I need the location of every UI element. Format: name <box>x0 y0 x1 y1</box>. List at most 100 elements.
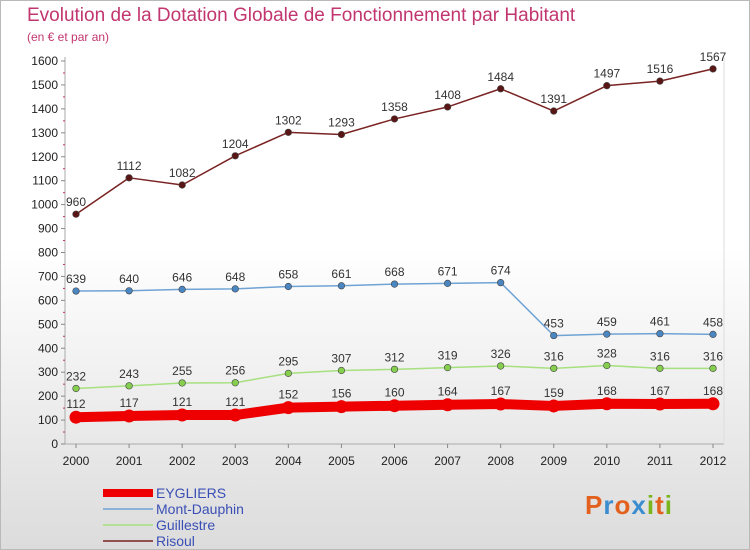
eygliers-point <box>494 397 508 411</box>
eygliers-point <box>122 409 136 423</box>
eygliers-point <box>334 400 348 414</box>
mont-dauphin-data-label: 458 <box>703 315 723 329</box>
guillestre-point <box>178 379 186 387</box>
eygliers-point <box>653 397 667 411</box>
guillestre-point <box>603 361 611 370</box>
risoul-data-label: 1358 <box>381 100 408 114</box>
y-tick-label: 500 <box>38 317 58 331</box>
x-tick-label: 2007 <box>434 454 461 468</box>
logo-letter: r <box>603 490 615 520</box>
guillestre-data-label: 256 <box>225 364 245 378</box>
x-tick-label: 2006 <box>381 454 408 468</box>
risoul-point <box>550 107 558 115</box>
mont-dauphin-data-label: 648 <box>225 270 245 284</box>
guillestre-data-label: 319 <box>438 349 458 363</box>
risoul-data-label: 1567 <box>700 50 727 64</box>
y-tick-label: 1200 <box>31 150 58 164</box>
mont-dauphin-point <box>390 280 399 288</box>
y-tick-label: 0 <box>51 437 58 451</box>
y-tick-label: 600 <box>38 293 58 307</box>
mont-dauphin-point <box>497 279 505 287</box>
risoul-data-label: 1484 <box>487 70 514 84</box>
x-tick-label: 2011 <box>647 454 673 468</box>
x-tick-label: 2010 <box>593 454 620 468</box>
mont-dauphin-point <box>550 331 558 340</box>
y-tick-label: 400 <box>38 341 58 355</box>
logo-letter: i <box>664 490 673 520</box>
chart-title: Evolution de la Dotation Globale de Fonc… <box>27 5 576 26</box>
y-tick-label: 1400 <box>31 102 58 116</box>
risoul-data-label: 1082 <box>169 166 196 180</box>
y-tick-label: 300 <box>38 365 58 379</box>
guillestre-point <box>337 366 346 375</box>
guillestre-data-label: 243 <box>119 367 139 381</box>
eygliers-point <box>706 397 720 411</box>
y-tick-label: 1300 <box>31 126 58 140</box>
eygliers-data-label: 167 <box>650 384 670 398</box>
guillestre-point <box>550 364 558 372</box>
eygliers-data-label: 164 <box>438 385 458 399</box>
eygliers-data-label: 121 <box>225 395 245 409</box>
risoul-point <box>603 82 611 90</box>
risoul-data-label: 1391 <box>540 92 567 106</box>
eygliers-point <box>228 408 242 422</box>
mont-dauphin-point <box>656 330 664 338</box>
guillestre-data-label: 255 <box>172 364 192 378</box>
risoul-data-label: 1516 <box>647 62 674 76</box>
guillestre-data-label: 328 <box>597 346 617 360</box>
risoul-point <box>390 115 399 123</box>
y-tick-label: 800 <box>38 246 58 260</box>
eygliers-data-label: 168 <box>703 384 723 398</box>
legend-label-risoul: Risoul <box>156 533 195 549</box>
mont-dauphin-line <box>75 281 714 337</box>
x-tick-label: 2003 <box>222 454 249 468</box>
guillestre-point <box>284 369 292 377</box>
risoul-point <box>284 128 292 136</box>
eygliers-point <box>388 399 401 413</box>
x-tick-label: 2001 <box>116 454 143 468</box>
guillestre-data-label: 312 <box>384 350 404 364</box>
mont-dauphin-point <box>337 282 346 290</box>
guillestre-point <box>72 384 80 393</box>
eygliers-data-label: 160 <box>384 386 404 400</box>
guillestre-data-label: 316 <box>544 349 564 363</box>
eygliers-data-label: 152 <box>278 388 298 402</box>
mont-dauphin-data-label: 658 <box>278 267 298 281</box>
risoul-data-label: 1497 <box>593 67 620 81</box>
risoul-point <box>497 85 505 93</box>
risoul-data-label: 1204 <box>222 137 249 151</box>
guillestre-data-label: 316 <box>650 349 670 363</box>
guillestre-point <box>656 364 664 372</box>
x-tick-label: 2009 <box>540 454 567 468</box>
guillestre-data-label: 316 <box>703 349 723 363</box>
y-tick-label: 1000 <box>31 198 58 212</box>
eygliers-data-label: 112 <box>66 397 85 411</box>
mont-dauphin-point <box>709 330 717 338</box>
y-tick-label: 1500 <box>31 78 58 92</box>
mont-dauphin-point <box>443 279 452 287</box>
mont-dauphin-data-label: 461 <box>650 315 670 329</box>
logo-letter: x <box>631 490 647 520</box>
guillestre-data-label: 295 <box>278 354 298 368</box>
legend-label-eygliers: EYGLIERS <box>156 485 226 501</box>
proxiti-logo: Proxiti <box>585 490 673 521</box>
guillestre-point <box>709 364 717 372</box>
x-tick-label: 2002 <box>169 454 196 468</box>
risoul-point <box>443 103 452 111</box>
guillestre-point <box>231 379 239 387</box>
guillestre-point <box>443 364 452 372</box>
eygliers-point <box>69 410 83 424</box>
mont-dauphin-data-label: 668 <box>384 265 404 279</box>
mont-dauphin-data-label: 453 <box>544 317 564 331</box>
mont-dauphin-data-label: 459 <box>597 315 617 329</box>
risoul-point <box>178 181 186 189</box>
eygliers-data-label: 121 <box>172 395 192 409</box>
guillestre-data-label: 232 <box>66 369 86 383</box>
mont-dauphin-point <box>231 285 239 293</box>
y-tick-label: 700 <box>38 269 58 283</box>
risoul-line <box>75 68 714 215</box>
eygliers-point <box>175 408 189 422</box>
mont-dauphin-data-label: 674 <box>491 264 511 278</box>
